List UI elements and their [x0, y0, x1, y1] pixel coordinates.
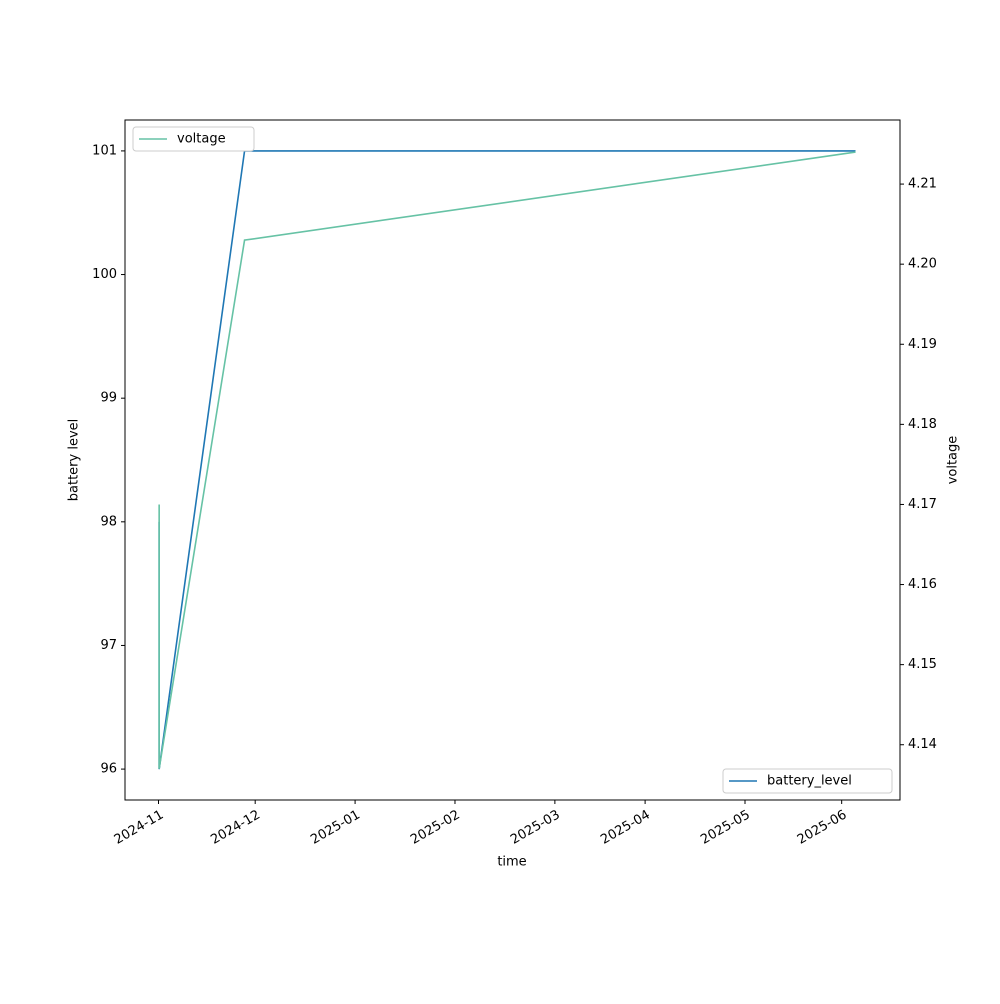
- y-tick-label: 98: [100, 514, 117, 529]
- y2-axis-label: voltage: [946, 436, 961, 485]
- y2-tick-label: 4.14: [908, 737, 937, 752]
- y-tick-label: 101: [92, 143, 117, 158]
- y2-tick-label: 4.20: [908, 257, 937, 272]
- legend-label: battery_level: [767, 774, 852, 789]
- legend-box: [132, 126, 255, 152]
- y2-tick-label: 4.15: [908, 657, 937, 672]
- y-tick-label: 97: [100, 638, 117, 653]
- y2-tick-label: 4.17: [908, 497, 937, 512]
- legend-label: voltage: [177, 132, 226, 147]
- legend-box: [722, 768, 893, 794]
- y2-tick-label: 4.18: [908, 417, 937, 432]
- series-line: [158, 151, 856, 769]
- y-tick-label: 96: [100, 762, 117, 777]
- plot-frame: [124, 119, 901, 801]
- y-tick-label: 99: [100, 391, 117, 406]
- y2-tick-label: 4.19: [908, 337, 937, 352]
- y-axis-label: battery level: [67, 419, 82, 502]
- y2-tick-label: 4.16: [908, 577, 937, 592]
- y2-tick-label: 4.21: [908, 177, 937, 192]
- x-axis-label: time: [497, 855, 526, 870]
- y-tick-label: 100: [92, 267, 117, 282]
